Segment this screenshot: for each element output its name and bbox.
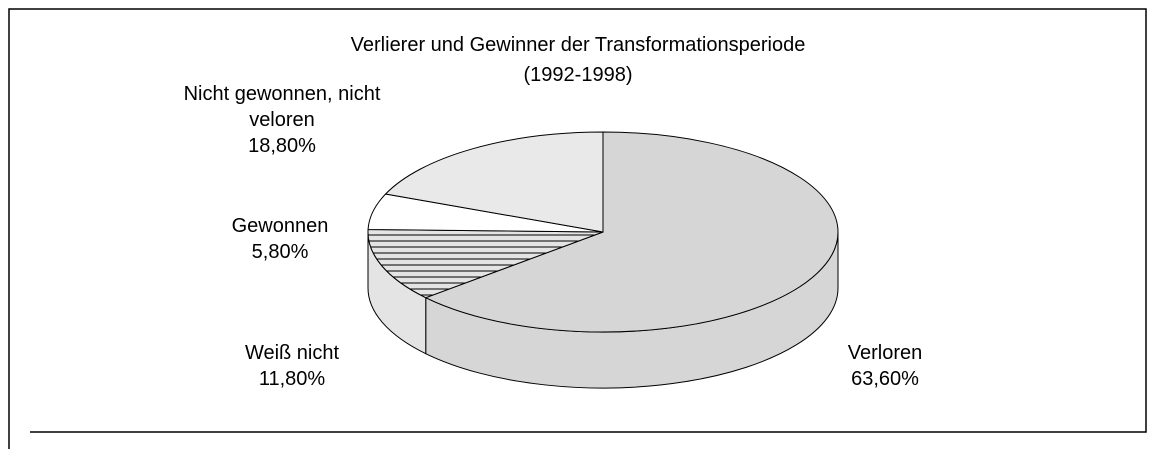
slice-top	[424, 131, 839, 333]
slice-top-pattern	[368, 229, 603, 298]
slice-label: Gewonnen 5,80%	[180, 213, 380, 265]
value-label: 5,80%	[251, 241, 309, 263]
chart-subtitle: (1992-1998)	[523, 64, 633, 86]
value-label: 18,80%	[248, 135, 316, 157]
slice-label: Verloren 63,60%	[805, 340, 965, 392]
value-label: 63,60%	[851, 368, 919, 390]
slice-top	[384, 131, 604, 233]
category-label: Gewonnen	[231, 215, 329, 237]
chart-title: Verlierer und Gewinner der Transformatio…	[350, 34, 806, 56]
category-label: Nicht gewonnen, nicht veloren	[183, 83, 381, 131]
category-label: Weiß nicht	[244, 342, 340, 364]
slice-label: Weiß nicht 11,80%	[192, 340, 392, 392]
slice-label: Nicht gewonnen, nicht veloren 18,80%	[182, 81, 382, 159]
frame	[8, 8, 1147, 449]
category-label: Verloren	[847, 342, 923, 364]
value-label: 11,80%	[258, 368, 326, 390]
pie	[367, 131, 839, 389]
